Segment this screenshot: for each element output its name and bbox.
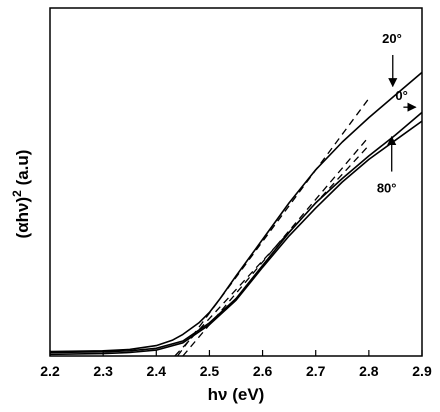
x-tick-label: 2.4 — [147, 363, 167, 379]
series-line-3 — [49, 120, 423, 356]
x-tick-label: 2.8 — [359, 363, 379, 379]
fit-line-3 — [174, 145, 370, 357]
fit-line-1 — [177, 98, 370, 357]
annotation-label: 80° — [377, 180, 397, 195]
y-axis-label: (αhν)2 (a.u) — [10, 150, 32, 239]
y-axis-label-sup: 2 — [10, 190, 24, 197]
x-axis-label: hν (eV) — [208, 385, 265, 404]
plot-frame — [49, 7, 423, 357]
annotations: 20° 0° 80° — [377, 31, 417, 195]
y-axis-label-tail: (a.u) — [13, 150, 32, 191]
series-lines — [49, 71, 423, 356]
x-tick-label: 2.6 — [253, 363, 273, 379]
x-ticks: 2.2 2.3 2.4 2.5 2.6 2.7 2.8 2.9 — [40, 350, 432, 379]
series-line-2 — [49, 111, 423, 354]
x-tick-label: 2.3 — [93, 363, 113, 379]
x-tick-label: 2.5 — [200, 363, 220, 379]
annotation-label: 0° — [395, 88, 407, 103]
x-tick-label: 2.2 — [40, 363, 60, 379]
x-tick-label: 2.7 — [306, 363, 326, 379]
x-tick-label: 2.9 — [412, 363, 432, 379]
y-axis-label-main: (αhν) — [13, 197, 32, 239]
annotation-label: 20° — [382, 31, 402, 46]
series-line-1 — [49, 71, 423, 353]
